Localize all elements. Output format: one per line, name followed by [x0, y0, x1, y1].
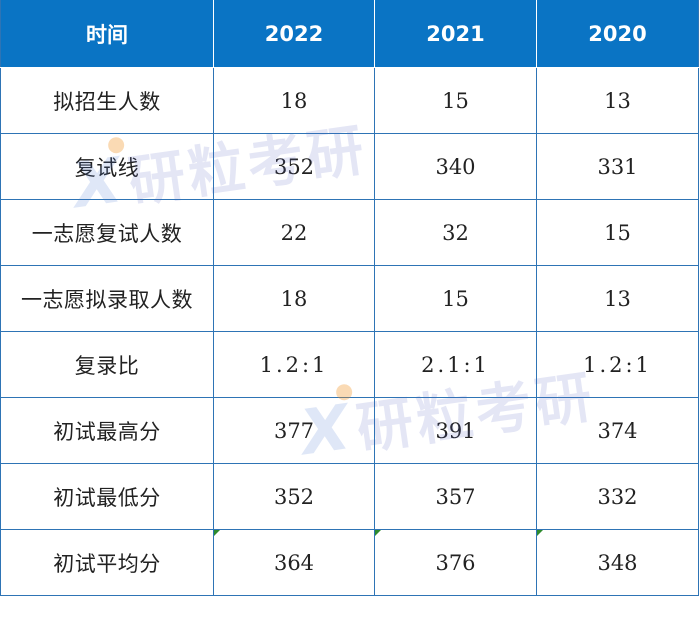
table-cell: 374 — [536, 397, 699, 464]
row-label: 复试线 — [0, 133, 214, 200]
table-row: 一志愿拟录取人数 18 15 13 — [0, 265, 699, 332]
table-cell: 352 — [213, 133, 375, 200]
row-label: 复录比 — [0, 331, 214, 398]
table-header: 时间 2022 2021 2020 — [0, 0, 699, 68]
table-row: 拟招生人数 18 15 13 — [0, 67, 699, 134]
row-label: 一志愿拟录取人数 — [0, 265, 214, 332]
admission-stats-table: 时间 2022 2021 2020 拟招生人数 18 15 13 复试线 352… — [0, 0, 699, 596]
table-row: 初试最高分 377 391 374 — [0, 397, 699, 464]
table-cell: 1.2:1 — [536, 331, 699, 398]
table-cell: 15 — [536, 199, 699, 266]
row-label: 初试最高分 — [0, 397, 214, 464]
header-row: 时间 2022 2021 2020 — [0, 0, 699, 68]
header-cell-2020: 2020 — [536, 0, 699, 68]
table-cell: 357 — [374, 463, 537, 530]
table-cell: 2.1:1 — [374, 331, 537, 398]
header-cell-2021: 2021 — [374, 0, 537, 68]
table-cell: 13 — [536, 265, 699, 332]
row-label: 初试最低分 — [0, 463, 214, 530]
table-cell: 331 — [536, 133, 699, 200]
row-label: 初试平均分 — [0, 529, 214, 596]
table-row: 复录比 1.2:1 2.1:1 1.2:1 — [0, 331, 699, 398]
table-cell: 15 — [374, 265, 537, 332]
table-cell: 18 — [213, 265, 375, 332]
table-cell: 18 — [213, 67, 375, 134]
table-cell: 377 — [213, 397, 375, 464]
row-label: 拟招生人数 — [0, 67, 214, 134]
table-cell: 340 — [374, 133, 537, 200]
table-cell: 364 — [213, 529, 375, 596]
header-cell-time: 时间 — [0, 0, 214, 68]
table-row: 复试线 352 340 331 — [0, 133, 699, 200]
table-row: 初试平均分 364 376 348 — [0, 529, 699, 596]
table-cell: 15 — [374, 67, 537, 134]
table-row: 初试最低分 352 357 332 — [0, 463, 699, 530]
table-cell: 352 — [213, 463, 375, 530]
table-cell: 22 — [213, 199, 375, 266]
table-cell: 332 — [536, 463, 699, 530]
table-cell: 376 — [374, 529, 537, 596]
row-label: 一志愿复试人数 — [0, 199, 214, 266]
table-cell: 391 — [374, 397, 537, 464]
table-cell: 348 — [536, 529, 699, 596]
header-cell-2022: 2022 — [213, 0, 375, 68]
table-cell: 32 — [374, 199, 537, 266]
table-body: 拟招生人数 18 15 13 复试线 352 340 331 一志愿复试人数 2… — [0, 67, 699, 596]
table-cell: 13 — [536, 67, 699, 134]
table-row: 一志愿复试人数 22 32 15 — [0, 199, 699, 266]
table-cell: 1.2:1 — [213, 331, 375, 398]
